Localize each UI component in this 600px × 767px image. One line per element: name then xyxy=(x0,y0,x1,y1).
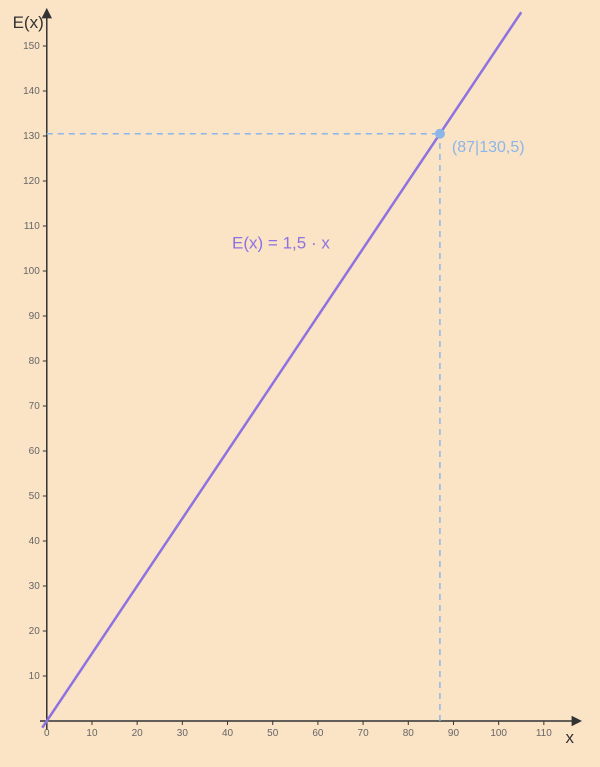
y-tick-label: 10 xyxy=(29,671,41,682)
y-tick-label: 150 xyxy=(23,41,40,52)
highlight-point xyxy=(435,129,445,139)
x-tick-label: 20 xyxy=(132,728,144,739)
y-tick-label: 110 xyxy=(24,221,40,232)
equation-label: E(x) = 1,5 · x xyxy=(232,234,330,253)
highlight-point-label: (87|130,5) xyxy=(452,139,525,156)
x-axis-label: x xyxy=(566,728,575,747)
linear-function-chart: 0 10 20 30 40 50 60 70 80 90 100 110 10 20 30 40 50 60 70 8… xyxy=(0,0,600,767)
x-tick-label: 100 xyxy=(490,728,507,739)
y-tick-label: 80 xyxy=(29,356,41,367)
y-tick-label: 120 xyxy=(23,176,40,187)
y-tick-label: 40 xyxy=(29,536,41,547)
y-tick-label: 30 xyxy=(29,581,41,592)
y-tick-label: 20 xyxy=(29,626,41,637)
x-tick-label: 90 xyxy=(448,728,460,739)
x-tick-label: 40 xyxy=(222,728,234,739)
x-tick-label: 60 xyxy=(312,728,324,739)
x-tick-label: 50 xyxy=(267,728,279,739)
x-tick-label: 70 xyxy=(358,728,370,739)
y-axis-label: E(x) xyxy=(13,13,44,32)
y-tick-label: 60 xyxy=(29,446,41,457)
y-tick-label: 50 xyxy=(29,491,41,502)
y-tick-label: 140 xyxy=(23,86,40,97)
y-tick-label: 130 xyxy=(23,131,40,142)
x-tick-label: 10 xyxy=(86,728,98,739)
x-tick-label: 80 xyxy=(403,728,415,739)
chart-background xyxy=(0,0,600,767)
y-tick-label: 70 xyxy=(29,401,41,412)
y-tick-label: 100 xyxy=(23,266,40,277)
x-tick-label: 110 xyxy=(536,728,552,739)
x-tick-label: 0 xyxy=(44,728,50,739)
x-tick-label: 30 xyxy=(177,728,189,739)
y-tick-label: 90 xyxy=(29,311,41,322)
